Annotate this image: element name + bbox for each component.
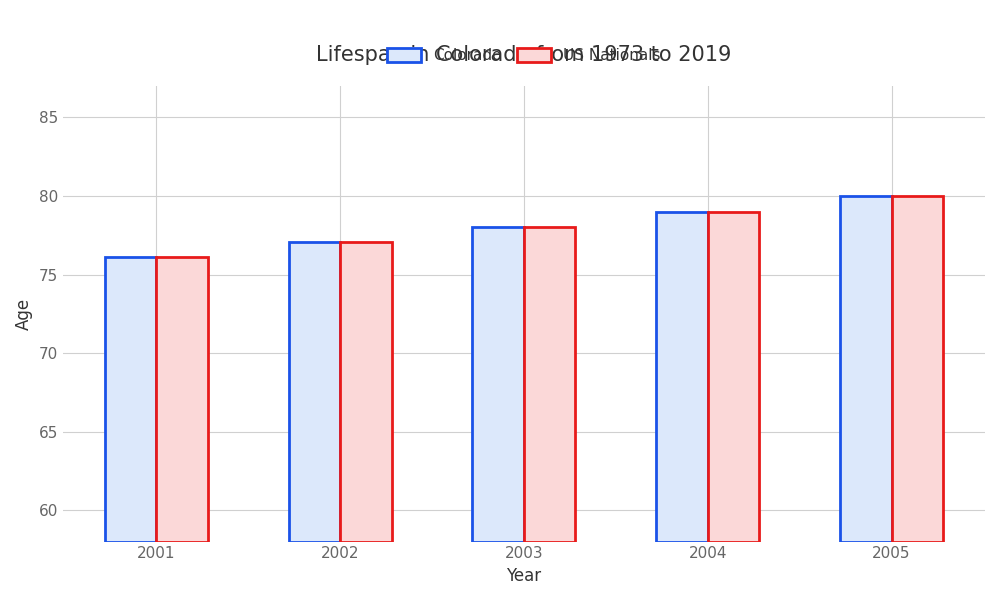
Bar [892,196,943,542]
Title: Lifespan in Colorado from 1973 to 2019: Lifespan in Colorado from 1973 to 2019 [316,45,732,65]
Bar [524,227,575,542]
Bar [156,257,208,542]
Y-axis label: Age: Age [15,298,33,330]
X-axis label: Year: Year [506,567,541,585]
Bar [656,212,708,542]
Legend: Colorado, US Nationals: Colorado, US Nationals [387,48,660,63]
Bar [472,227,524,542]
Bar [840,196,892,542]
Bar [340,242,392,542]
Bar [289,242,340,542]
Bar [708,212,759,542]
Bar [105,257,156,542]
